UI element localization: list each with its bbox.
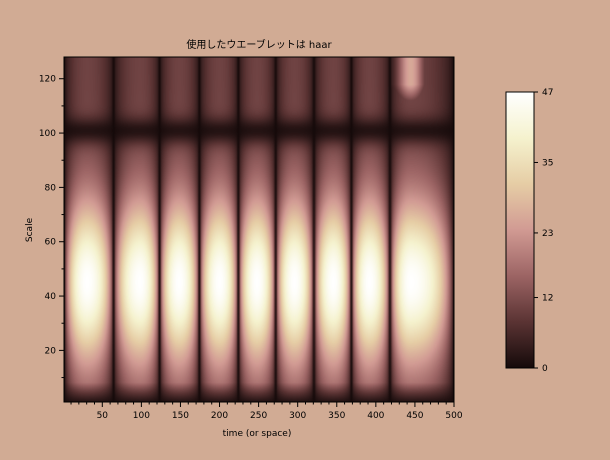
- colorbar-tick-label: 23: [542, 229, 553, 239]
- y-tick-label: 20: [45, 346, 57, 356]
- colorbar-tick-label: 47: [542, 88, 553, 98]
- x-tick-label: 100: [133, 411, 150, 421]
- y-tick-label: 40: [45, 292, 57, 302]
- y-tick-label: 60: [45, 238, 57, 248]
- y-tick-label: 120: [39, 75, 56, 85]
- heatmap-image: [64, 57, 454, 402]
- colorbar: 0 12 23 35 47: [505, 88, 553, 374]
- y-axis: 20 40 60 80 100 120: [39, 75, 64, 379]
- x-tick-label: 350: [328, 411, 345, 421]
- chart-title: 使用したウエーブレットは haar: [186, 38, 332, 51]
- colorbar-tick-label: 0: [542, 364, 548, 374]
- x-tick-label: 50: [97, 411, 109, 421]
- x-tick-label: 250: [250, 411, 267, 421]
- x-tick-label: 300: [289, 411, 306, 421]
- colorbar-tick-label: 12: [542, 294, 553, 304]
- x-tick-label: 150: [172, 411, 189, 421]
- x-tick-label: 200: [211, 411, 228, 421]
- x-tick-label: 500: [445, 411, 462, 421]
- x-axis: 50 100 150 200 250 300 350 400 450 500: [70, 402, 463, 421]
- y-tick-label: 80: [45, 183, 57, 193]
- y-tick-label: 100: [39, 129, 56, 139]
- x-axis-label: time (or space): [223, 429, 292, 439]
- heatmap-plot: [64, 57, 454, 402]
- colorbar-gradient: [505, 91, 535, 369]
- y-axis-label: Scale: [25, 217, 35, 242]
- colorbar-tick-label: 35: [542, 158, 553, 168]
- colorbar-ticks: 0 12 23 35 47: [534, 88, 553, 374]
- x-tick-label: 450: [406, 411, 423, 421]
- x-tick-label: 400: [367, 411, 384, 421]
